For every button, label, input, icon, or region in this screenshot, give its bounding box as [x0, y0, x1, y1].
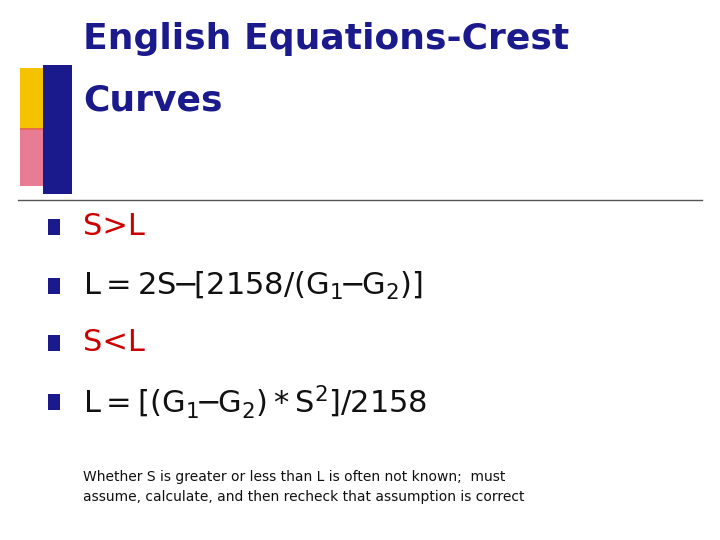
FancyBboxPatch shape: [20, 128, 56, 186]
FancyBboxPatch shape: [20, 68, 56, 130]
Text: English Equations-Crest: English Equations-Crest: [83, 22, 569, 56]
Text: S>L: S>L: [83, 212, 145, 241]
FancyBboxPatch shape: [48, 394, 60, 410]
Text: $\mathsf{L=2S\!\!-\!\![2158/(G_1\!\!-\!\!G_2)]}$: $\mathsf{L=2S\!\!-\!\![2158/(G_1\!\!-\!\…: [83, 270, 423, 302]
FancyBboxPatch shape: [48, 278, 60, 294]
Text: $\mathsf{L=[(G_1\!\!-\!\!G_2)*S^2]/2158}$: $\mathsf{L=[(G_1\!\!-\!\!G_2)*S^2]/2158}…: [83, 383, 427, 421]
FancyBboxPatch shape: [48, 335, 60, 351]
Text: Curves: Curves: [83, 84, 222, 118]
FancyBboxPatch shape: [43, 65, 72, 194]
Text: S<L: S<L: [83, 328, 145, 357]
Text: Whether S is greater or less than L is often not known;  must
assume, calculate,: Whether S is greater or less than L is o…: [83, 470, 524, 504]
FancyBboxPatch shape: [48, 219, 60, 235]
